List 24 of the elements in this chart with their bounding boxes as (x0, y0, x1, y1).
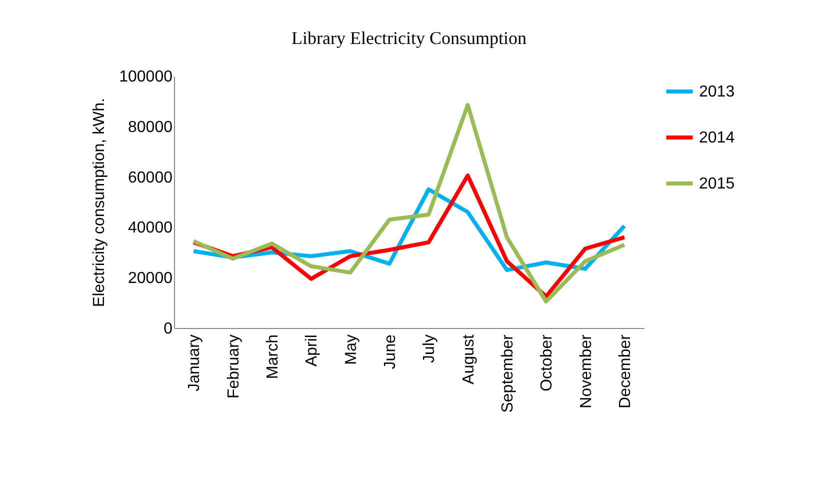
x-tick-label: January (186, 334, 204, 392)
legend-label: 2013 (699, 84, 735, 100)
line-series (192, 102, 626, 304)
x-tick-label: October (538, 334, 556, 392)
legend-label: 2015 (699, 176, 735, 192)
y-tick-label: 60000 (128, 169, 173, 186)
y-tick-label: 20000 (128, 270, 173, 288)
x-tick-label: June (382, 334, 399, 370)
y-tick-label: 100000 (119, 68, 173, 86)
x-tick-label: December (616, 334, 634, 408)
legend-label: 2014 (699, 130, 735, 146)
x-tick-label: April (304, 334, 321, 367)
x-tick-label: August (460, 334, 478, 384)
y-tick-label: 0 (164, 320, 173, 338)
x-tick-label: February (225, 334, 242, 399)
y-tick-label: 80000 (128, 118, 173, 136)
x-tick-label: May (342, 334, 360, 365)
x-tick-label: March (264, 334, 282, 379)
y-axis-title: Electricity consumption, kWh. (91, 98, 108, 307)
x-tick-label: September (499, 334, 516, 413)
y-tick-label: 40000 (128, 220, 173, 237)
x-tick-label: November (578, 334, 595, 408)
x-tick-label: July (421, 334, 438, 363)
chart-title: Library Electricity Consumption (292, 28, 526, 48)
